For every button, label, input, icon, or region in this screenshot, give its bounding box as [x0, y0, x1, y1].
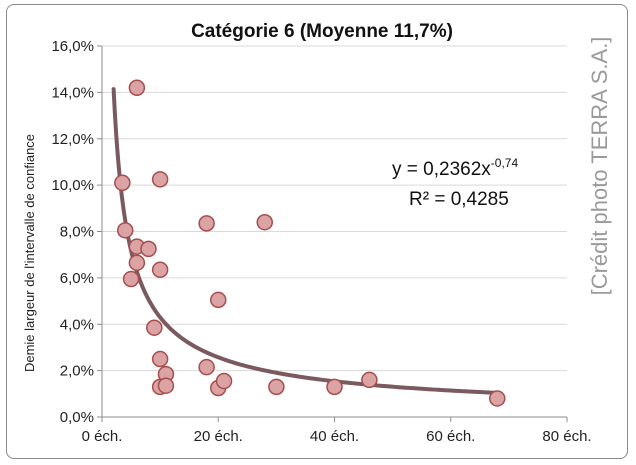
trendline-equation: y = 0,2362x-0,74: [392, 156, 518, 180]
data-point: [128, 254, 146, 272]
data-point: [151, 171, 169, 188]
x-tick-label: 60 éch.: [426, 428, 475, 445]
data-point: [157, 377, 175, 394]
x-tick-label: 0 éch.: [82, 428, 123, 445]
y-tick-label: 0,0%: [60, 409, 94, 426]
data-point: [268, 378, 285, 396]
data-point: [140, 240, 157, 258]
photo-credit: [Crédit photo TERRA S.A.]: [587, 37, 612, 296]
trendline: [111, 87, 500, 395]
data-point: [326, 378, 343, 396]
data-point: [151, 350, 169, 368]
data-point: [198, 358, 215, 376]
data-point: [146, 319, 163, 336]
y-tick-label: 2,0%: [60, 363, 94, 380]
data-point: [128, 79, 146, 96]
trendline-equation-base: y = 0,2362x: [392, 159, 491, 180]
trendline-group: [111, 87, 500, 395]
data-point: [122, 270, 140, 288]
trendline-equation-exponent: -0,74: [491, 156, 519, 170]
axes: [97, 45, 568, 422]
data-point: [151, 261, 169, 279]
x-tick-label: 40 éch.: [310, 428, 359, 445]
data-point: [117, 222, 134, 239]
data-point: [256, 213, 273, 231]
chart-title: Catégorie 6 (Moyenne 11,7%): [191, 21, 453, 42]
y-tick-label: 14,0%: [51, 84, 94, 101]
y-tick-label: 16,0%: [51, 38, 94, 55]
data-point: [361, 371, 378, 389]
trendline-r2: R² = 0,4285: [409, 189, 509, 210]
data-point: [489, 390, 506, 407]
y-tick-label: 8,0%: [60, 224, 94, 241]
data-point: [210, 291, 227, 309]
y-tick-label: 6,0%: [60, 270, 94, 287]
tick-labels: 0,0% 2,0% 4,0% 6,0% 8,0% 10,0% 12,0% 14,0% 16,0%…: [51, 38, 591, 445]
data-point: [114, 174, 131, 192]
grid-lines: [102, 45, 567, 372]
y-tick-label: 10,0%: [51, 177, 94, 194]
x-tick-label: 80 éch.: [542, 428, 591, 445]
data-point: [215, 372, 233, 390]
y-tick-label: 12,0%: [51, 131, 94, 148]
x-tick-label: 20 éch.: [194, 428, 243, 445]
data-points: [114, 79, 506, 407]
y-tick-label: 4,0%: [60, 316, 94, 333]
y-axis-label: Demie largeur de l'intervalle de confian…: [22, 134, 37, 372]
data-point: [198, 215, 215, 232]
